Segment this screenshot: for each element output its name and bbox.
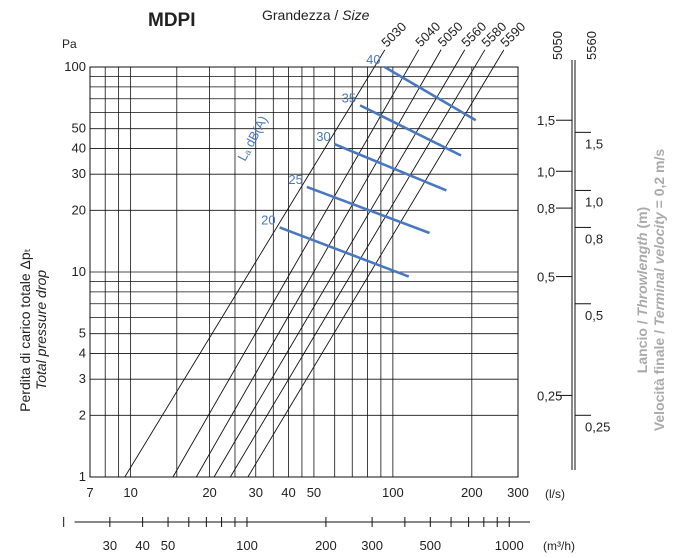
chart-title: MDPI [148, 10, 196, 31]
y-tick-label: 100 [64, 59, 86, 74]
size-header: Grandezza / Size [262, 7, 370, 23]
throw-label-5050: 0,5 [537, 270, 555, 285]
size-label-5050: 5050 [435, 19, 466, 50]
x-tick-label: 100 [382, 485, 404, 500]
noise-line-25 [306, 185, 431, 235]
size-line-5030 [124, 49, 386, 478]
y-tick-label: 30 [72, 166, 86, 181]
y-tick-label: 5 [79, 326, 86, 341]
svg-text:Velocità finale / Terminal vel: Velocità finale / Terminal velocity = 0,… [651, 149, 667, 432]
throw-label-5050: 0,25 [537, 388, 562, 403]
noise-line-35 [359, 104, 462, 157]
noise-line-20 [279, 226, 410, 278]
y-tick-label: 20 [72, 202, 86, 217]
x-tick-label: 40 [281, 485, 295, 500]
svg-text:Perdita di carico totale Δpₜ: Perdita di carico totale Δpₜ [17, 248, 33, 412]
size-label-5030: 5030 [378, 19, 409, 50]
y-tick-label: 3 [79, 371, 86, 386]
y-tick-label: 10 [72, 264, 86, 279]
throw-label-5560: 0,5 [585, 308, 603, 323]
grid [89, 66, 519, 478]
x-tick-label: 20 [202, 485, 216, 500]
noise-label-35: 35 [342, 90, 356, 105]
m3h-tick-label: 300 [361, 538, 383, 553]
svg-text:Lancio / Throwlength (m): Lancio / Throwlength (m) [634, 207, 650, 373]
noise-label-20: 20 [261, 212, 275, 227]
x-unit-m3h: (m³/h) [543, 539, 575, 553]
x-tick-label: 7 [86, 485, 93, 500]
size-line-5560 [213, 49, 466, 478]
y-unit-label: Pa [62, 37, 77, 51]
noise-lines: 40 35 30 25 20 Lₐ dB(A) [234, 52, 477, 278]
x-unit-ls: (l/s) [545, 487, 565, 501]
throw-scale-header-5560: 5560 [584, 31, 599, 60]
noise-line-30 [334, 143, 447, 192]
throw-label-5560: 1,0 [585, 194, 603, 209]
x-tick-label: 30 [249, 485, 263, 500]
throw-label-5050: 1,5 [537, 113, 555, 128]
size-line-5040 [172, 49, 420, 478]
x-tick-label: 300 [507, 485, 529, 500]
noise-label-25: 25 [288, 172, 302, 187]
y-tick-label: 4 [79, 346, 86, 361]
throw-label-5560: 0,8 [585, 231, 603, 246]
noise-label-30: 30 [316, 129, 330, 144]
m3h-tick-label: 500 [419, 538, 441, 553]
m3h-tick-label: 100 [236, 538, 258, 553]
y-axis-title: Perdita di carico totale Δpₜ Total press… [17, 248, 49, 412]
m3h-tick-label: 30 [103, 538, 117, 553]
y-tick-label: 40 [72, 141, 86, 156]
throw-scales: 5050 1,5 1,0 0,8 0,5 0,25 5560 1,5 1,0 0,8 0,5 0,25 [537, 31, 610, 470]
m3h-tick-label: 50 [161, 538, 175, 553]
m3h-tick-label: 200 [315, 538, 337, 553]
axes: 1 2 3 4 5 10 20 30 40 50 100 7 10 20 30 40 50 100 200 300 30… [63, 59, 530, 553]
y-tick-label: 2 [79, 407, 86, 422]
throw-label-5560: 1,5 [585, 136, 603, 151]
y-tick-label: 1 [79, 469, 86, 484]
throw-label-5050: 1,0 [537, 164, 555, 179]
x-tick-label: 50 [307, 485, 321, 500]
throw-label-5560: 0,25 [585, 419, 610, 434]
x-tick-label: 200 [461, 485, 483, 500]
throw-label-5050: 0,8 [537, 201, 555, 216]
x-tick-label: 10 [123, 485, 137, 500]
y-tick-label: 50 [72, 121, 86, 136]
m3h-tick-label: 1000 [495, 538, 524, 553]
noise-axis-label: Lₐ dB(A) [234, 113, 270, 163]
noise-line-40 [383, 65, 477, 122]
size-line-5050 [195, 49, 442, 478]
throw-axis-title: Lancio / Throwlength (m) Velocità finale… [634, 149, 667, 432]
m3h-tick-label: 40 [135, 538, 149, 553]
size-line-5580 [229, 49, 486, 478]
noise-label-40: 40 [366, 52, 380, 67]
throw-scale-header-5050: 5050 [550, 31, 565, 60]
svg-text:Total pressure drop: Total pressure drop [33, 270, 49, 390]
